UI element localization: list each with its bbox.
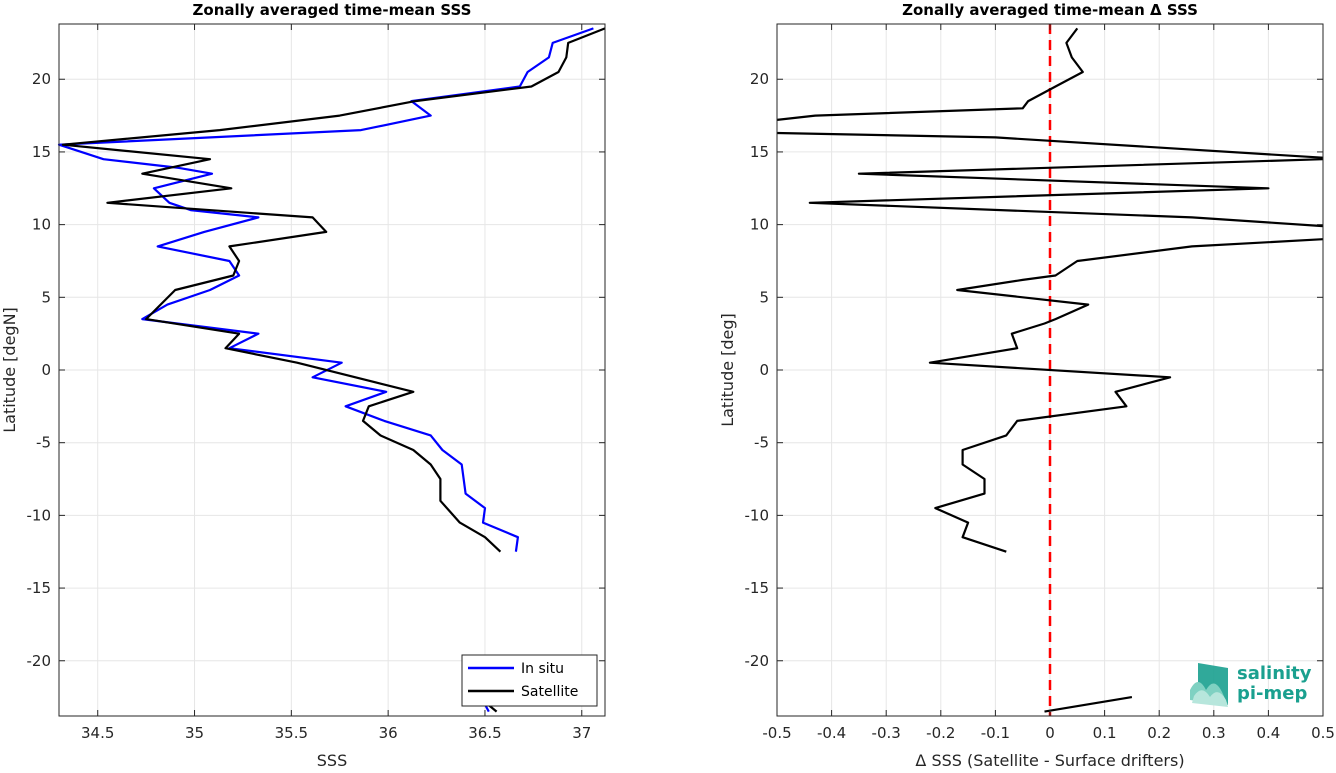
sss-xlabel: SSS bbox=[317, 751, 347, 769]
delta-x-tick-label: -0.3 bbox=[872, 724, 901, 742]
sss-x-tick-label: 37 bbox=[572, 724, 591, 742]
legend-box bbox=[461, 654, 598, 707]
delta-x-tick-label: -0.4 bbox=[817, 724, 846, 742]
delta-y-tick-label: -5 bbox=[754, 434, 769, 452]
salinity-pi-mep-logo: salinity pi-mep bbox=[1190, 663, 1312, 707]
sss-panel: 34.5 35 35.5 36 36.5 37 -20 -15 -10 -5 0 5 10 15 20 Zo… bbox=[0, 1, 606, 770]
delta-series bbox=[776, 27, 1324, 713]
sss-y-tick-label: -10 bbox=[27, 506, 52, 524]
in-situ-series-line bbox=[57, 27, 594, 552]
delta-y-tick-label: -10 bbox=[745, 506, 770, 524]
sss-ylabel: Latitude [degN] bbox=[0, 307, 19, 433]
sss-grid bbox=[59, 24, 605, 716]
logo-text-pi-mep: pi-mep bbox=[1237, 683, 1307, 704]
delta-x-tick-label: -0.5 bbox=[762, 724, 791, 742]
delta-sss-series-line bbox=[776, 27, 1084, 121]
legend: In situ Satellite bbox=[461, 654, 598, 707]
delta-y-tick-label: 0 bbox=[759, 361, 769, 379]
delta-x-tick-label: 0 bbox=[1045, 724, 1055, 742]
delta-x-tick-label: 0.4 bbox=[1256, 724, 1280, 742]
delta-x-tick-label: 0.3 bbox=[1202, 724, 1226, 742]
delta-y-tick-label: -15 bbox=[745, 579, 770, 597]
delta-y-tick-label: -20 bbox=[745, 652, 770, 670]
legend-label-in-situ: In situ bbox=[521, 661, 564, 677]
delta-xlabel: Δ SSS (Satellite - Surface drifters) bbox=[915, 751, 1184, 769]
delta-x-tick-label: 0.5 bbox=[1311, 724, 1335, 742]
sss-y-tick-label: -20 bbox=[27, 652, 52, 670]
delta-sss-series-line bbox=[1044, 696, 1133, 713]
sss-y-tick-label: 20 bbox=[32, 70, 51, 88]
sss-y-tick-label: 0 bbox=[41, 361, 51, 379]
sss-x-tick-label: 36.5 bbox=[468, 724, 501, 742]
delta-sss-panel: -0.5 -0.4 -0.3 -0.2 -0.1 0 0.1 0.2 0.3 0.4 0.5 -20 -… bbox=[718, 1, 1335, 770]
sss-x-tick-label: 34.5 bbox=[81, 724, 114, 742]
sss-y-tick-label: 10 bbox=[32, 216, 51, 234]
wave-logo-icon bbox=[1190, 663, 1228, 707]
delta-x-tick-label: -0.1 bbox=[981, 724, 1010, 742]
delta-sss-series-line bbox=[808, 158, 1324, 228]
delta-y-tick-label: 15 bbox=[750, 143, 769, 161]
sss-y-tick-label: 15 bbox=[32, 143, 51, 161]
sss-x-tick-label: 36 bbox=[379, 724, 398, 742]
sss-ticks: 34.5 35 35.5 36 36.5 37 -20 -15 -10 -5 0 5 10 15 20 bbox=[27, 24, 605, 742]
delta-ticks: -0.5 -0.4 -0.3 -0.2 -0.1 0 0.1 0.2 0.3 0.4 0.5 -20 -… bbox=[745, 24, 1335, 742]
sss-y-tick-label: -5 bbox=[36, 434, 51, 452]
delta-x-tick-label: -0.2 bbox=[926, 724, 955, 742]
logo-text-salinity: salinity bbox=[1237, 663, 1312, 684]
legend-label-satellite: Satellite bbox=[521, 684, 578, 700]
delta-ylabel: Latitude [deg] bbox=[718, 313, 737, 427]
delta-y-tick-label: 5 bbox=[759, 288, 769, 306]
satellite-series-line bbox=[61, 27, 606, 553]
sss-x-tick-label: 35 bbox=[185, 724, 204, 742]
delta-sss-series-line bbox=[928, 238, 1324, 553]
delta-y-tick-label: 10 bbox=[750, 216, 769, 234]
delta-title: Zonally averaged time-mean Δ SSS bbox=[902, 1, 1198, 19]
delta-sss-series-line bbox=[776, 131, 1324, 159]
delta-x-tick-label: 0.2 bbox=[1147, 724, 1171, 742]
sss-y-tick-label: 5 bbox=[41, 288, 51, 306]
sss-title: Zonally averaged time-mean SSS bbox=[193, 1, 472, 19]
sss-x-tick-label: 35.5 bbox=[275, 724, 308, 742]
delta-y-tick-label: 20 bbox=[750, 70, 769, 88]
delta-x-tick-label: 0.1 bbox=[1093, 724, 1117, 742]
sss-y-tick-label: -15 bbox=[27, 579, 52, 597]
